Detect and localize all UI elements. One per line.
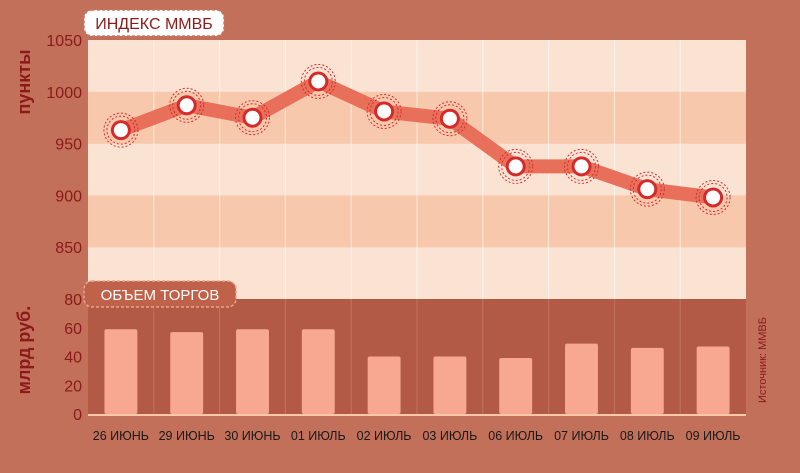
volume-title: ОБЪЕМ ТОРГОВ — [101, 287, 220, 304]
volume-bar — [104, 329, 138, 414]
point-halo-inner — [698, 182, 728, 212]
index-point — [103, 112, 139, 148]
point-halo-inner — [172, 90, 202, 120]
volume-bar — [565, 343, 598, 414]
point-center — [113, 123, 128, 138]
point-halo-inner — [106, 115, 136, 145]
volume-bar — [236, 329, 269, 414]
index-point — [695, 179, 731, 215]
volume-bar — [170, 332, 204, 414]
point-halo-inner — [567, 151, 596, 181]
x-tick-label: 03 ИЮЛЬ — [422, 429, 477, 443]
x-tick-label: 02 ИЮЛЬ — [357, 429, 412, 443]
point-center — [574, 159, 589, 174]
point-halo-outer — [695, 179, 731, 215]
point-halo-outer — [103, 112, 139, 148]
tick-labels: 850 900 950 1000 1050 0 20 40 60 80 26 ИЮНЬ 29 ИЮНЬ… — [46, 33, 740, 443]
x-tick-label: 08 ИЮЛЬ — [620, 429, 675, 443]
volume-bar — [367, 356, 401, 414]
index-markers — [103, 63, 731, 215]
point-center — [245, 110, 260, 125]
volume-y-tick: 20 — [64, 378, 82, 395]
index-point — [235, 100, 270, 136]
point-center — [179, 98, 194, 113]
point-halo-inner — [303, 66, 333, 96]
index-point — [564, 148, 599, 184]
volume-y-tick: 0 — [73, 407, 82, 424]
point-center — [377, 104, 392, 119]
volume-title-box: ОБЪЕМ ТОРГОВ — [83, 280, 237, 308]
index-point — [629, 171, 665, 207]
x-tick-label: 06 ИЮЛЬ — [488, 429, 543, 443]
point-center — [640, 182, 655, 197]
x-tick-label: 09 ИЮЛЬ — [686, 429, 741, 443]
index-point — [366, 93, 402, 129]
x-tick-label: 07 ИЮЛЬ — [554, 429, 609, 443]
volume-y-tick: 40 — [64, 350, 82, 367]
volume-bar — [696, 346, 730, 414]
point-halo-inner — [435, 104, 465, 134]
index-title: ИНДЕКС ММВБ — [95, 16, 213, 33]
index-point — [498, 148, 534, 184]
point-halo-outer — [629, 171, 665, 207]
point-center — [706, 190, 721, 205]
volume-bar — [499, 357, 533, 414]
index-point — [169, 87, 205, 123]
index-y-tick: 950 — [55, 137, 82, 154]
point-halo-inner — [501, 151, 531, 181]
index-y-axis-label: пункты — [14, 50, 34, 115]
point-center — [508, 159, 523, 174]
point-center — [311, 74, 326, 89]
volume-bar — [301, 329, 335, 414]
point-halo-outer — [564, 148, 599, 184]
volume-y-axis-label: млрд руб. — [14, 306, 34, 395]
point-center — [442, 111, 457, 126]
index-series-line — [113, 74, 721, 205]
volume-y-tick: 60 — [64, 321, 82, 338]
index-line-layer — [113, 74, 721, 205]
point-halo-outer — [300, 63, 336, 99]
point-halo-outer — [169, 87, 205, 123]
x-tick-label: 26 ИЮНЬ — [93, 429, 149, 443]
index-title-box: ИНДЕКС ММВБ — [83, 9, 225, 37]
point-halo-inner — [632, 174, 662, 204]
index-y-tick: 1050 — [46, 33, 82, 50]
x-tick-label: 30 ИЮНЬ — [224, 429, 280, 443]
volume-bars — [104, 329, 730, 414]
index-y-tick: 1000 — [46, 85, 82, 102]
index-point — [432, 101, 468, 137]
source-note: Источник: ММВБ — [757, 317, 769, 403]
index-y-tick: 900 — [55, 188, 82, 205]
x-tick-label: 01 ИЮЛЬ — [291, 429, 346, 443]
index-point — [300, 63, 336, 99]
point-halo-inner — [238, 103, 267, 133]
point-halo-outer — [432, 101, 468, 137]
x-tick-label: 29 ИЮНЬ — [159, 429, 215, 443]
volume-bar — [433, 356, 467, 414]
point-halo-outer — [498, 148, 534, 184]
point-halo-inner — [369, 96, 399, 126]
grid-lines — [153, 40, 681, 414]
point-halo-outer — [235, 100, 270, 136]
point-halo-outer — [366, 93, 402, 129]
volume-bar — [630, 347, 664, 414]
volume-y-tick: 80 — [64, 292, 82, 309]
index-y-tick: 850 — [55, 240, 82, 257]
